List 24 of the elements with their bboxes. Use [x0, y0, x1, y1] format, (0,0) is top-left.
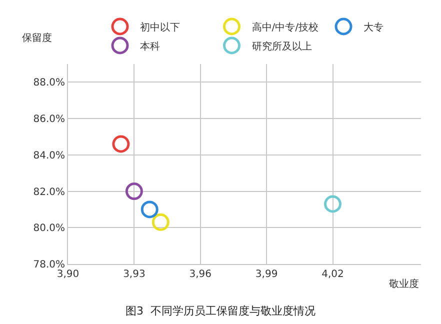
y-tick-label: 80.0%: [33, 223, 65, 234]
x-axis-title: 敬业度: [389, 278, 419, 290]
point: [152, 213, 170, 231]
point: [125, 182, 143, 200]
legend-label: 初中以下: [140, 21, 180, 34]
y-tick-label: 88.0%: [33, 78, 65, 89]
text: 图3 不同学历员工保留度与敬业度情况: [126, 304, 316, 318]
legend-label: 高中/中专/技校: [252, 21, 318, 34]
legend-label: 本科: [140, 40, 160, 52]
x-tick-label: 4,02: [322, 269, 344, 280]
y-tick-label: 86.0%: [33, 114, 65, 126]
legend-label: 大专: [364, 21, 384, 34]
y-tick-label: 84.0%: [33, 150, 65, 162]
y-axis-title: 保留度: [22, 32, 52, 44]
point: [324, 195, 342, 213]
x-tick-label: 3,93: [123, 269, 146, 280]
point: [112, 135, 130, 153]
y-tick-label: 82.0%: [33, 186, 65, 198]
point: [140, 200, 158, 218]
x-tick-label: 3,90: [56, 269, 80, 280]
x-tick-label: 3,96: [189, 269, 212, 280]
legend-label: 研究所及以上: [252, 40, 312, 52]
y-tick-label: 78.0%: [33, 260, 65, 270]
x-tick-label: 3,99: [255, 269, 278, 280]
